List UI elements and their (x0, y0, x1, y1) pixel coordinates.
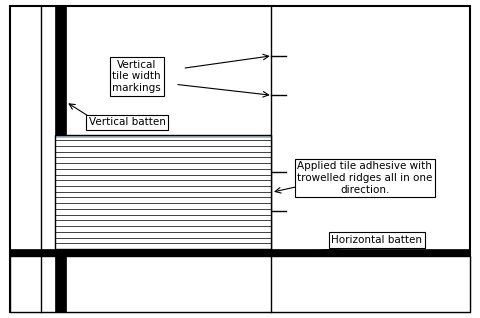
Text: Vertical batten: Vertical batten (89, 117, 166, 128)
Bar (55, 135, 271, 249)
Text: Vertical
tile width
markings: Vertical tile width markings (112, 60, 161, 93)
Bar (55, 135, 271, 249)
Bar (10, 256, 470, 312)
Bar (55, 135, 271, 138)
Bar (10, 249, 470, 256)
Text: Applied tile adhesive with
trowelled ridges all in one
direction.: Applied tile adhesive with trowelled rid… (297, 162, 432, 195)
Text: Horizontal batten: Horizontal batten (331, 235, 422, 245)
Bar (55, 6, 66, 312)
